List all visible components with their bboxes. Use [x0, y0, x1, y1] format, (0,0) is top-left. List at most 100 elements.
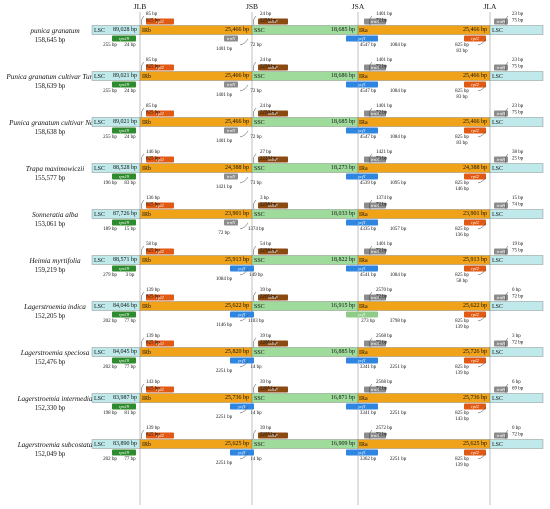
gene-ycf1-label: ycf1: [357, 266, 366, 271]
ira-label: IRa: [359, 350, 368, 356]
below-dist-label: 2251 bp: [216, 461, 233, 466]
gene-ndhF-label: ndhF: [268, 111, 278, 116]
lsc-size: 84,046 bp: [113, 303, 137, 309]
below-dist-label: 24 bp: [124, 135, 136, 140]
above-dist-label: 825 bp: [146, 203, 160, 208]
lsc-label: LSC: [94, 396, 105, 402]
lsc-end-label: LSC: [492, 74, 503, 80]
connector-arc: [239, 452, 249, 460]
irb-size: 23,901 bp: [225, 211, 249, 217]
below-dist-label: 77 bp: [124, 365, 136, 370]
ira-label: IRa: [359, 74, 368, 80]
below-dist-label: 2251 bp: [216, 369, 233, 374]
below-dist-label: 14 bp: [250, 365, 262, 370]
below-dist-label: 83 bp: [456, 49, 468, 54]
below-dist-label: 825 bp: [455, 411, 469, 416]
irb-size: 25,736 bp: [225, 395, 249, 401]
species-name: Punica granatum cultivar Nana: [8, 119, 101, 127]
gene-ycf1-block: [346, 81, 378, 88]
gene-rpl2-block: [464, 81, 486, 88]
below-dist-label: 3798 bp: [390, 319, 407, 324]
lsc-end-label: LSC: [492, 120, 503, 126]
ira-label: IRa: [359, 258, 368, 264]
connector-arc: [505, 291, 509, 302]
gene-rpl2-block: [464, 219, 486, 226]
lsc-label: LSC: [94, 74, 105, 80]
gene-rpl2-block: [146, 202, 174, 209]
ssc-size: 16,871 bp: [331, 395, 355, 401]
connector-arc: [141, 383, 145, 394]
above-dist-label: 25 bp: [512, 157, 524, 162]
below-dist-label: 3 bp: [126, 273, 135, 278]
gene-ndhF-block: [258, 386, 288, 393]
lsc-label: LSC: [94, 304, 105, 310]
gene-rps19-block: [112, 311, 136, 318]
lsc-region-end: [489, 301, 544, 311]
gene-rpl2-block: [464, 311, 486, 318]
gene-rps19-label: rps19: [119, 82, 130, 87]
below-dist-label: 255 bp: [103, 89, 117, 94]
genome-row: Lagerstroemia subcostata 152,049 bp LSC IRb…: [17, 426, 544, 468]
above-dist-label: 825 bp: [146, 19, 160, 24]
connector-arc: [369, 199, 373, 210]
below-dist-label: 4547 bp: [360, 43, 377, 48]
above-dist-label: 139 bp: [146, 288, 160, 293]
below-dist-label: 72 bp: [250, 135, 262, 140]
lsc-end-label: LSC: [492, 396, 503, 402]
ssc-size: 18,685 bp: [331, 27, 355, 33]
lsc-label: LSC: [94, 120, 105, 126]
gene-ycf1-block: [346, 357, 378, 364]
gene-rpl2-label: rpl2: [156, 203, 164, 208]
gene-ycf1-block: [230, 449, 254, 456]
below-dist-label: 825 bp: [455, 89, 469, 94]
connector-arc: [477, 222, 487, 230]
gene-ndhF-label: ndhF: [268, 157, 278, 162]
lsc-label: LSC: [94, 258, 105, 264]
gene-ycf1-block: [346, 265, 378, 272]
connector-arc: [253, 429, 257, 440]
below-dist-label: 1057 bp: [390, 227, 407, 232]
below-dist-label: 825 bp: [455, 227, 469, 232]
above-dist-label: 72 bp: [376, 387, 388, 392]
lsc-size: 89,021 bp: [113, 119, 137, 125]
genome-size: 158,645 bp: [35, 37, 66, 44]
irb-label: IRb: [142, 120, 151, 126]
above-dist-label: 24 bp: [260, 104, 272, 109]
gene-ycf1-label: ycf1: [357, 358, 366, 363]
connector-arc: [505, 337, 509, 348]
ssc-label: SSC: [254, 258, 265, 264]
connector-arc: [477, 406, 487, 414]
below-dist-label: 4547 bp: [360, 135, 377, 140]
connector-arc: [505, 61, 509, 72]
above-dist-label: 75 bp: [512, 19, 524, 24]
gene-rpl2-label: rpl2: [471, 220, 479, 225]
gene-rps19-label: rps19: [119, 404, 130, 409]
above-dist-label: 1401 bp: [376, 58, 393, 63]
gene-ycf1-label: ycf1: [357, 82, 366, 87]
above-dist-label: 38 bp: [512, 150, 524, 155]
gene-ycf1-block: [346, 311, 378, 318]
below-dist-label: 1421 bp: [216, 185, 233, 190]
genome-row: Trapa maximowiczii 155,577 bp LSC IRb SSC IRa…: [26, 150, 544, 192]
below-dist-label: 72 bp: [250, 89, 262, 94]
irb-size: 25,820 bp: [225, 349, 249, 355]
above-dist-label: 39 bp: [260, 426, 272, 431]
species-name: Heimia myrtifolia: [28, 257, 81, 265]
genome-size: 159,219 bp: [35, 267, 66, 274]
above-dist-label: 2250 bp: [260, 65, 277, 70]
gene-ycf1-block: [230, 265, 254, 272]
ssc-label: SSC: [254, 74, 265, 80]
below-dist-label: 24 bp: [124, 89, 136, 94]
connector-arc: [505, 15, 509, 26]
below-dist-label: 202 bp: [103, 365, 117, 370]
gene-trnH-block: [494, 386, 508, 393]
above-dist-label: 24 bp: [260, 58, 272, 63]
connector-arc: [239, 38, 249, 46]
below-dist-label: 15 bp: [124, 227, 136, 232]
ira-label: IRa: [359, 396, 368, 402]
above-dist-label: 85 bp: [146, 104, 158, 109]
below-dist-label: 825 bp: [455, 319, 469, 324]
gene-trnN-block: [224, 35, 238, 42]
gene-ndhF-block: [258, 156, 288, 163]
